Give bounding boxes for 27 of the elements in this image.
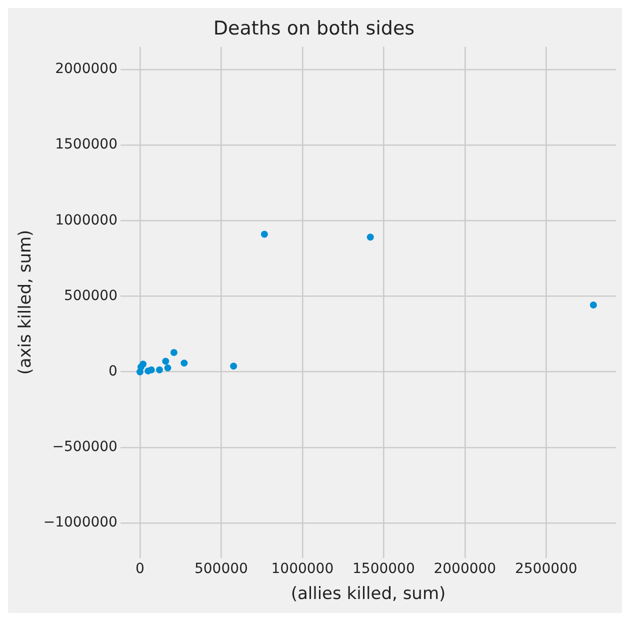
y-tick-label: 1500000 [55, 136, 118, 153]
x-tick-label: 1000000 [271, 560, 334, 577]
x-tick-label: 2000000 [434, 560, 496, 577]
x-tick-label: 0 [136, 560, 144, 577]
point [162, 358, 170, 365]
chart-title: Deaths on both sides [213, 17, 415, 40]
y-axis-title: (axis killed, sum) [16, 230, 36, 375]
y-tick-label: 500000 [64, 288, 118, 304]
y-tick-label: 1000000 [55, 212, 118, 228]
x-tick-label: 2500000 [514, 560, 578, 577]
point [164, 364, 172, 372]
point [156, 366, 163, 374]
point [136, 368, 144, 376]
y-tick-label: −1000000 [43, 514, 118, 531]
point [144, 367, 152, 374]
x-axis-title: (allies killed, sum) [290, 584, 446, 604]
point [230, 362, 238, 370]
point [180, 360, 188, 367]
x-tick-label: 500000 [194, 560, 248, 577]
y-tick-label: 0 [108, 363, 118, 380]
y-tick-label: 2000000 [55, 61, 118, 78]
y-tick-label: −500000 [52, 439, 118, 456]
point [366, 234, 374, 241]
point [260, 230, 268, 238]
point [170, 348, 178, 356]
x-tick-label: 1500000 [352, 560, 415, 577]
point [590, 302, 597, 309]
